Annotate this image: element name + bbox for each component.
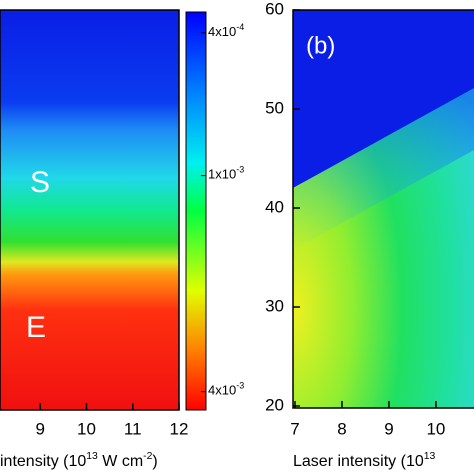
label-part: Laser intensity (10 bbox=[293, 453, 424, 470]
label-part: ) bbox=[152, 453, 157, 470]
left-heatmap bbox=[0, 10, 179, 410]
x-tick-label: 8 bbox=[337, 419, 346, 438]
x-tick-label: 10 bbox=[426, 419, 445, 438]
superscript: -2 bbox=[143, 451, 152, 462]
x-tick-label: 7 bbox=[290, 419, 299, 438]
superscript: 13 bbox=[86, 451, 98, 462]
label-part: 4x10 bbox=[208, 24, 236, 39]
y-tick-label: 30 bbox=[265, 296, 284, 315]
x-tick-label: 9 bbox=[384, 419, 393, 438]
right-frame bbox=[292, 9, 474, 409]
x-tick-label: 9 bbox=[36, 419, 45, 438]
x-tick-label: 10 bbox=[77, 419, 96, 438]
x-axis-label: Laser intensity (1013 bbox=[293, 451, 436, 470]
superscript: -3 bbox=[236, 165, 244, 175]
y-tick-label: 40 bbox=[265, 197, 284, 216]
label-part: intensity (10 bbox=[0, 453, 86, 470]
panel-label: (b) bbox=[306, 32, 335, 59]
colorbar bbox=[186, 12, 206, 410]
label-part: 4x10 bbox=[208, 383, 236, 398]
superscript: -3 bbox=[236, 381, 244, 391]
label-part: W cm bbox=[98, 453, 143, 470]
right-blue-region bbox=[293, 10, 474, 188]
superscript: 13 bbox=[424, 451, 436, 462]
y-tick-label: 60 bbox=[265, 0, 284, 18]
x-tick-label: 12 bbox=[170, 419, 189, 438]
x-axis-label: intensity (1013 W cm-2) bbox=[0, 451, 158, 470]
annotation: S bbox=[30, 166, 50, 199]
y-tick-label: 20 bbox=[265, 395, 284, 414]
annotation: E bbox=[26, 311, 46, 344]
colorbar-tick-label: 1x10-3 bbox=[208, 165, 244, 182]
label-part: 1x10 bbox=[208, 167, 236, 182]
left-frame bbox=[0, 9, 180, 411]
colorbar-tick-label: 4x10-4 bbox=[208, 22, 244, 39]
colorbar-frame bbox=[185, 11, 207, 411]
colorbar-tick-label: 4x10-3 bbox=[208, 381, 244, 398]
superscript: -4 bbox=[236, 22, 244, 32]
y-tick-label: 50 bbox=[265, 98, 284, 117]
x-tick-label: 11 bbox=[124, 419, 142, 438]
